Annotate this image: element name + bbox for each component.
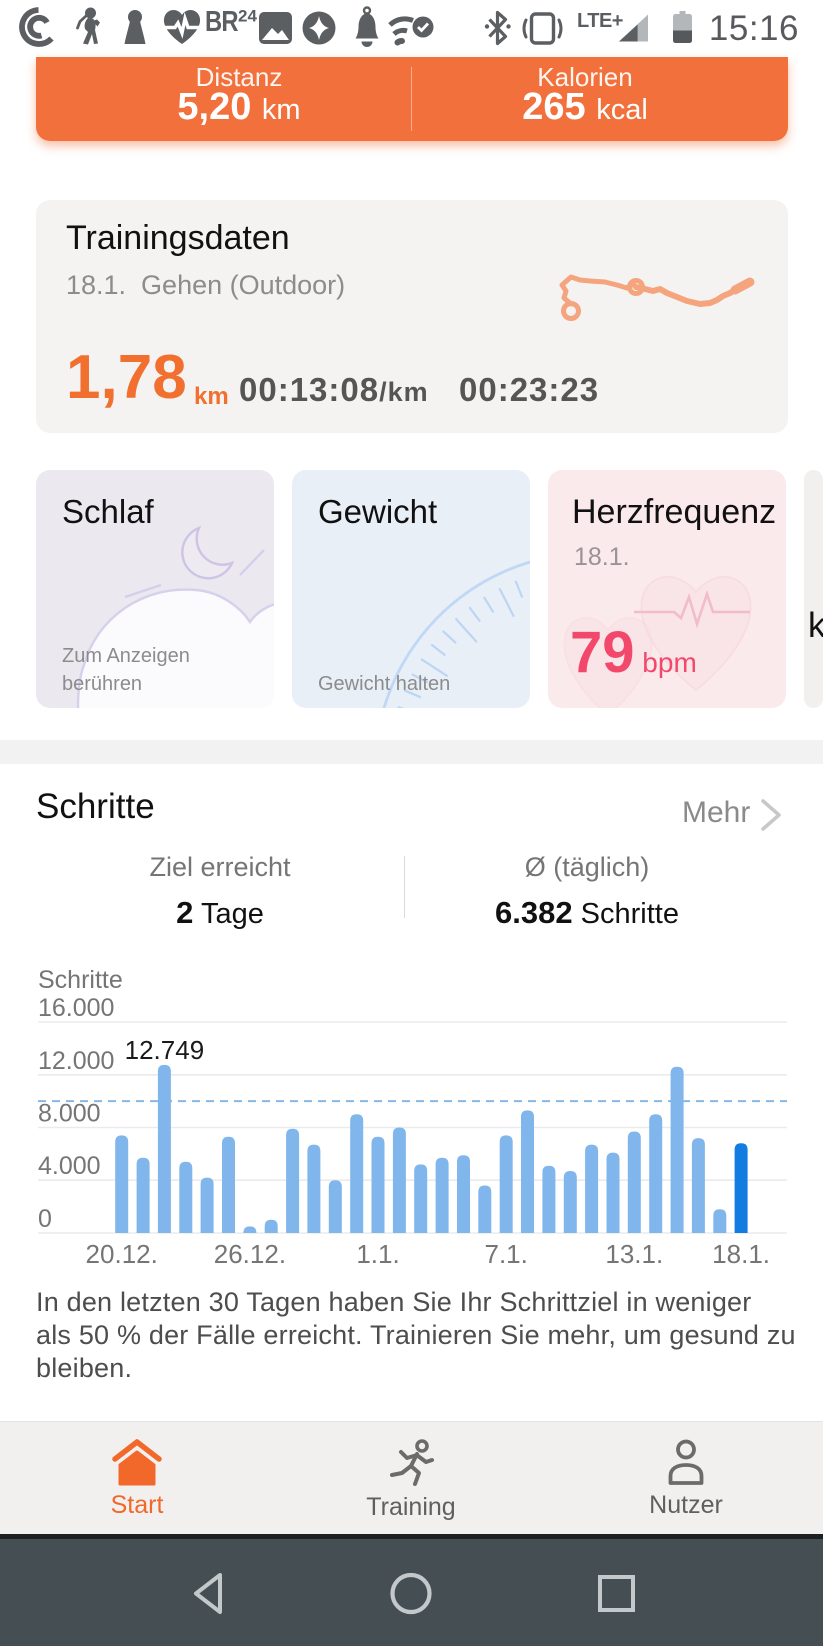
svg-text:0: 0 — [38, 1205, 52, 1233]
svg-text:13.1.: 13.1. — [605, 1239, 663, 1269]
svg-text:7.1.: 7.1. — [485, 1239, 528, 1269]
svg-text:18.1.: 18.1. — [712, 1239, 770, 1269]
svg-text:Schritte: Schritte — [38, 966, 123, 994]
svg-text:4.000: 4.000 — [38, 1152, 101, 1180]
svg-text:12.000: 12.000 — [38, 1047, 114, 1075]
svg-text:20.12.: 20.12. — [86, 1239, 158, 1269]
svg-text:12.749: 12.749 — [125, 1035, 205, 1065]
svg-text:26.12.: 26.12. — [214, 1239, 286, 1269]
svg-text:16.000: 16.000 — [38, 994, 114, 1022]
svg-text:24: 24 — [238, 7, 257, 26]
svg-text:1.1.: 1.1. — [356, 1239, 399, 1269]
svg-text:LTE+: LTE+ — [577, 10, 623, 32]
svg-text:BR: BR — [205, 5, 238, 38]
svg-text:8.000: 8.000 — [38, 1100, 101, 1128]
